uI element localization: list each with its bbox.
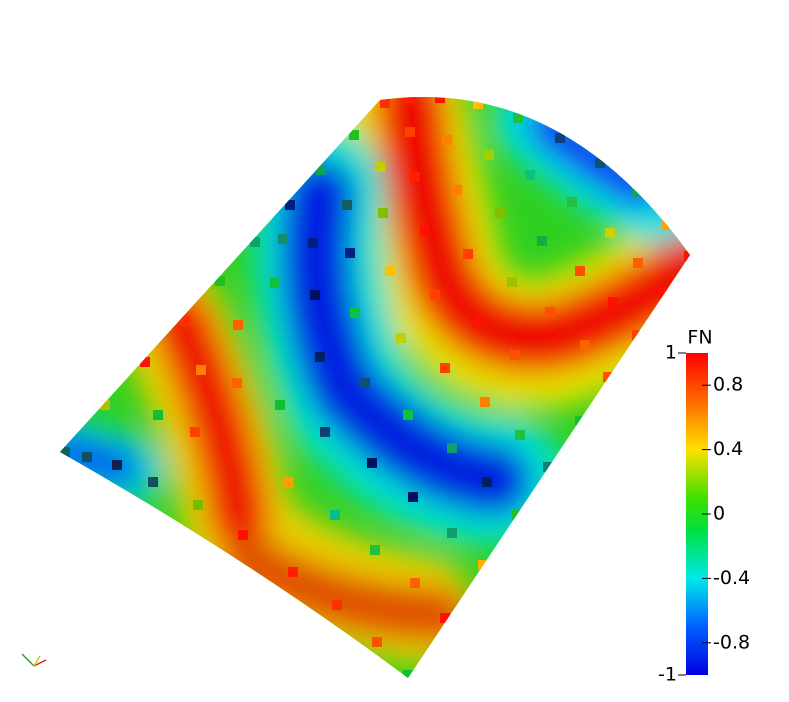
surface (60, 96, 690, 678)
tick-label: 0.8 (713, 374, 743, 396)
tick-label: -1 (658, 664, 677, 686)
orientation-axes (21, 653, 47, 667)
tick-label: -0.8 (713, 631, 750, 653)
legend-title: FN (687, 327, 712, 349)
tick-label: 0.4 (713, 438, 743, 460)
color-legend: FN 1 0.8 0.4 0 -0.4 -0.8 -1 (658, 327, 750, 686)
tick-label: 0 (713, 503, 725, 525)
tick-label: -0.4 (713, 567, 750, 589)
color-bar (686, 353, 708, 675)
tick-label: 1 (665, 342, 677, 364)
